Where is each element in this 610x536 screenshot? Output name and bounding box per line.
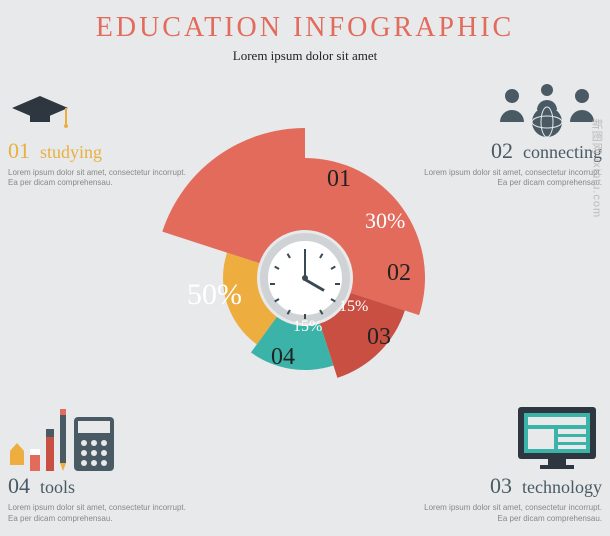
watermark: 新图网 ixintu.com xyxy=(590,119,606,219)
corner-desc: Lorem ipsum dolor sit amet, consectetur … xyxy=(422,503,602,524)
corner-label: technology xyxy=(522,477,602,497)
corner-num: 04 xyxy=(8,473,30,498)
slice-percent: 15% xyxy=(293,318,322,336)
corner-num: 01 xyxy=(8,138,30,163)
slice-number: 02 xyxy=(387,260,411,287)
corner-tools: 04 tools Lorem ipsum dolor sit amet, cons… xyxy=(8,417,188,524)
slice-percent: 50% xyxy=(187,278,242,312)
corner-label: studying xyxy=(40,142,102,162)
corner-technology: 03 technology Lorem ipsum dolor sit amet,… xyxy=(422,417,602,524)
corner-label: tools xyxy=(40,477,75,497)
corner-num: 03 xyxy=(490,473,512,498)
donut-chart: 01 30% 02 03 15% 04 15% 50% xyxy=(155,128,455,428)
slice-number: 03 xyxy=(367,324,391,351)
slice-number: 04 xyxy=(271,344,295,371)
page-subtitle: Lorem ipsum dolor sit amet xyxy=(0,48,610,64)
clock-icon xyxy=(260,233,350,323)
slice-percent: 30% xyxy=(365,208,405,234)
slice-percent: 15% xyxy=(339,298,368,316)
corner-desc: Lorem ipsum dolor sit amet, consectetur … xyxy=(8,503,188,524)
slice-number: 01 xyxy=(327,166,351,193)
corner-num: 02 xyxy=(491,138,513,163)
page-title: EDUCATION INFOGRAPHIC xyxy=(0,0,610,44)
